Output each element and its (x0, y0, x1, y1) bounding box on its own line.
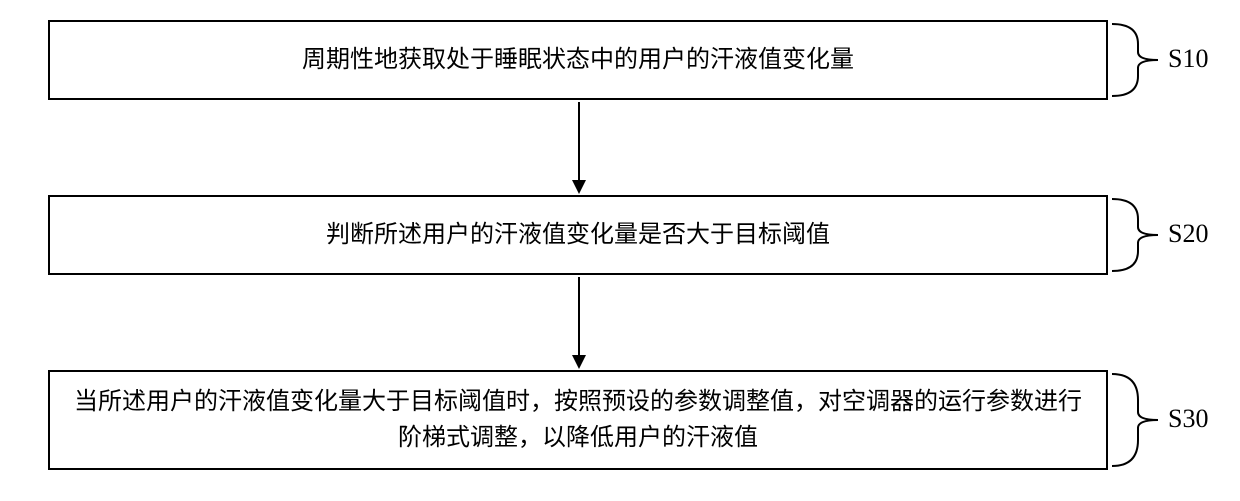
step-box-s10: 周期性地获取处于睡眠状态中的用户的汗液值变化量 (48, 20, 1108, 100)
step-box-s20: 判断所述用户的汗液值变化量是否大于目标阈值 (48, 195, 1108, 275)
brace-s30 (1108, 370, 1168, 470)
step-label-s30: S30 (1168, 404, 1208, 434)
arrow-s10-s20 (578, 102, 580, 195)
brace-s20 (1108, 195, 1168, 275)
brace-s10 (1108, 20, 1168, 100)
arrow-s20-s30 (578, 277, 580, 370)
step-text-s10: 周期性地获取处于睡眠状态中的用户的汗液值变化量 (302, 42, 854, 78)
flowchart-canvas: 周期性地获取处于睡眠状态中的用户的汗液值变化量 S10 判断所述用户的汗液值变化… (0, 0, 1240, 501)
step-text-s20: 判断所述用户的汗液值变化量是否大于目标阈值 (326, 217, 830, 253)
step-box-s30: 当所述用户的汗液值变化量大于目标阈值时，按照预设的参数调整值，对空调器的运行参数… (48, 370, 1108, 470)
step-label-s10: S10 (1168, 44, 1208, 74)
step-text-s30: 当所述用户的汗液值变化量大于目标阈值时，按照预设的参数调整值，对空调器的运行参数… (70, 384, 1086, 456)
step-label-s20: S20 (1168, 219, 1208, 249)
